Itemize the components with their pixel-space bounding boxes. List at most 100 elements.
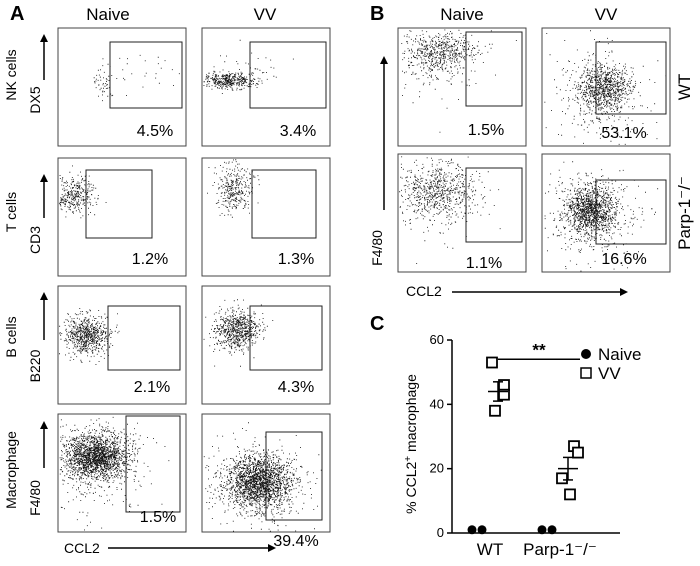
pct-t-vv: 1.3% [278,251,314,268]
row-marker-dx5: DX5 [27,86,43,113]
pct-wt-naive: 1.5% [468,122,504,139]
dots-t-vv [207,159,260,218]
gate-b-naive [107,305,181,371]
ylabel-suffix: macrophage [403,374,419,456]
legend-label-vv: VV [598,364,621,383]
panel-b-col-naive: Naive [440,5,483,24]
dot-cloud [544,30,667,145]
gate-parp-naive [465,167,523,243]
panel-a-col-vv: VV [254,5,277,24]
dots-wt-vv [544,30,667,145]
flow-plot-wt-naive [397,27,527,147]
point-vv [498,388,510,401]
y-tick-label: 20 [430,461,444,476]
dots-parp-vv [544,161,659,272]
y-tick-label: 40 [430,396,444,411]
flow-plot-nk-naive [57,27,187,147]
point-naive [537,525,547,535]
panel-c-legend: Naive VV [580,345,641,383]
legend-marker-vv [580,367,592,379]
gate-t-vv [251,169,317,239]
pct-b-naive: 2.1% [134,379,170,396]
point-vv [489,404,501,417]
panel-letter-b: B [370,3,384,25]
pct-parp-vv: 16.6% [601,251,646,268]
dot-cloud [203,422,322,532]
panel-a-row-t: T cells CD3 1.2% 1.3% [3,157,331,277]
dot-cloud [401,29,517,133]
gate-t-naive [85,169,153,239]
point-naive [477,525,487,535]
dots-t-naive [59,165,107,219]
row-label-t-cells: T cells [3,192,19,232]
genotype-label-wt: WT [675,74,694,100]
row-label-b-cells: B cells [3,316,19,357]
gate-nk-vv [249,41,327,109]
dots-nk-vv [203,39,294,94]
gate-parp-vv [595,179,667,245]
pct-b-vv: 4.3% [278,379,314,396]
gate-wt-vv [595,41,667,115]
panel-a-row-b: B cells B220 2.1% 4.3% [3,285,331,405]
ylabel-superscript: + [403,456,414,462]
dot-cloud [59,308,120,365]
dot-cloud [59,165,107,219]
panel-c-y-axis-label: % CCL2+ macrophage [403,374,419,514]
dot-cloud [544,161,659,272]
panel-b-col-vv: VV [595,5,618,24]
gate-wt-naive [465,31,523,107]
flow-plot-nk-vv [201,27,331,147]
dot-cloud [59,416,170,531]
x-category-label: WT [477,540,503,559]
panel-a-row-nk: NK cells DX5 4.5% 3.4% [3,27,331,147]
dots-b-naive [59,308,120,365]
gate-b-vv [249,305,323,371]
panel-letter-a: A [10,3,24,25]
point-vv [572,446,584,459]
point-naive [467,525,477,535]
flow-plot-parp-naive [397,153,527,273]
point-vv [486,356,498,369]
pct-macrophage-vv: 39.4% [273,533,318,550]
gate-macrophage-vv [265,431,323,521]
significance-label: ** [532,340,546,359]
dots-parp-naive [399,156,501,264]
legend-marker-naive [581,349,591,359]
y-tick-label: 60 [430,332,444,347]
dots-macrophage-vv [203,422,322,532]
legend-label-naive: Naive [598,345,641,364]
panel-letter-c: C [370,313,384,335]
gate-nk-naive [109,41,183,109]
x-category-label: Parp-1⁻/⁻ [523,540,597,559]
panel-b-y-axis-label: F4/80 [369,230,385,266]
panel-b-row-wt: 1.5% 53.1% WT [397,27,694,147]
genotype-label-parp: Parp-1⁻/⁻ [675,176,694,250]
point-naive [547,525,557,535]
panel-a-x-axis-label: CCL2 [64,540,100,556]
row-marker-f480: F4/80 [27,480,43,516]
dots-macrophage-naive [59,416,170,531]
gate-macrophage-naive [125,415,181,513]
ylabel-prefix: % CCL2 [403,462,419,514]
row-marker-cd3: CD3 [27,226,43,254]
dot-cloud [203,39,294,94]
dot-cloud [207,159,260,218]
pct-macrophage-naive: 1.5% [140,509,176,526]
point-vv [564,488,576,501]
pct-t-naive: 1.2% [132,251,168,268]
y-tick-label: 0 [437,525,444,540]
row-label-nk-cells: NK cells [3,49,19,100]
point-vv [556,472,568,485]
pct-nk-vv: 3.4% [280,123,316,140]
pct-parp-naive: 1.1% [466,255,502,272]
panel-c-scatter-chart: 0 20 40 60 WT Parp-1⁻/⁻ ** [430,332,620,559]
row-label-macrophage: Macrophage [3,431,19,509]
panel-a-col-naive: Naive [86,5,129,24]
panel-b-row-parp: 1.1% 16.6% Parp-1⁻/⁻ [397,153,694,273]
pct-wt-vv: 53.1% [601,125,646,142]
dots-wt-naive [401,29,517,133]
flow-plot-t-vv [201,157,331,277]
dot-cloud [203,299,274,367]
flow-plot-t-naive [57,157,187,277]
